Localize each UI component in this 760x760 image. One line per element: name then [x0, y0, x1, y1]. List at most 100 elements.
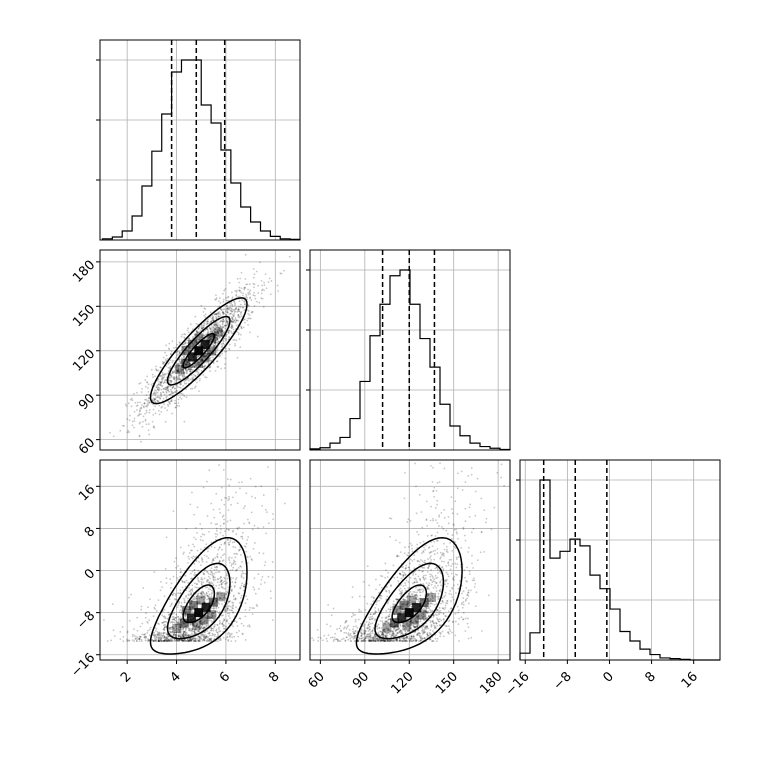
- scatter-point: [191, 368, 194, 371]
- scatter-point: [376, 637, 379, 640]
- scatter-point: [288, 255, 291, 258]
- scatter-point: [208, 366, 211, 369]
- scatter-point: [226, 618, 229, 621]
- scatter-point: [154, 398, 157, 401]
- scatter-point: [229, 600, 232, 603]
- scatter-point: [133, 426, 135, 429]
- scatter-point: [158, 640, 161, 643]
- scatter-point: [212, 344, 215, 347]
- scatter-point: [207, 590, 210, 593]
- scatter-point: [206, 586, 209, 589]
- scatter-point: [153, 392, 155, 395]
- scatter-point: [200, 564, 202, 567]
- scatter-point: [198, 627, 201, 630]
- scatter-point: [210, 595, 213, 597]
- scatter-point: [442, 552, 445, 555]
- scatter-point: [232, 320, 235, 323]
- scatter-point: [241, 632, 244, 635]
- scatter-point: [163, 639, 165, 642]
- scatter-point: [191, 587, 194, 590]
- density-cell: [194, 608, 204, 618]
- scatter-point: [177, 367, 180, 370]
- scatter-point: [378, 638, 380, 641]
- scatter-point: [216, 335, 219, 338]
- scatter-point: [191, 377, 193, 380]
- scatter-point: [372, 596, 375, 599]
- scatter-point: [237, 308, 240, 311]
- scatter-point: [227, 539, 229, 542]
- scatter-point: [242, 292, 244, 295]
- scatter-point: [202, 349, 205, 352]
- scatter-point: [385, 610, 388, 612]
- density-cell: [192, 620, 202, 630]
- scatter-point: [451, 587, 454, 590]
- scatter-point: [226, 308, 228, 311]
- scatter-point: [167, 639, 170, 642]
- scatter-point: [167, 347, 170, 350]
- scatter-point: [221, 333, 224, 336]
- scatter-point: [365, 621, 368, 623]
- scatter-point: [276, 488, 279, 491]
- scatter-point: [457, 587, 460, 590]
- scatter-point: [197, 640, 200, 642]
- scatter-point: [183, 345, 186, 348]
- scatter-point: [395, 638, 398, 641]
- scatter-point: [157, 396, 159, 399]
- scatter-point: [220, 583, 223, 586]
- scatter-point: [442, 612, 445, 615]
- scatter-point: [209, 588, 212, 591]
- scatter-point: [363, 640, 366, 643]
- scatter-point: [213, 342, 216, 345]
- scatter-point: [182, 606, 185, 608]
- scatter-point: [228, 281, 231, 284]
- scatter-point: [182, 375, 184, 377]
- scatter-point: [176, 639, 178, 642]
- scatter-point: [226, 321, 229, 324]
- scatter-point: [372, 627, 375, 630]
- scatter-point: [500, 476, 503, 479]
- scatter-point: [425, 518, 428, 521]
- scatter-point: [438, 610, 440, 613]
- scatter-point: [235, 294, 238, 297]
- scatter-point: [261, 575, 264, 578]
- scatter-point: [406, 622, 409, 625]
- scatter-point: [144, 385, 147, 388]
- scatter-point: [198, 362, 201, 365]
- scatter-point: [441, 565, 444, 568]
- scatter-point: [165, 387, 168, 389]
- scatter-point: [213, 625, 215, 628]
- scatter-point: [190, 627, 193, 630]
- scatter-point: [144, 419, 147, 422]
- scatter-point: [176, 371, 179, 374]
- scatter-point: [212, 315, 215, 318]
- scatter-point: [157, 409, 160, 412]
- scatter-point: [176, 577, 179, 579]
- scatter-point: [217, 332, 219, 334]
- scatter-point: [136, 404, 139, 407]
- scatter-point: [429, 519, 432, 522]
- scatter-point: [267, 575, 270, 578]
- scatter-point: [374, 640, 376, 642]
- scatter-point: [154, 634, 156, 636]
- scatter-point: [184, 612, 187, 615]
- scatter-point: [202, 355, 205, 358]
- scatter-point: [211, 559, 214, 562]
- scatter-point: [471, 410, 473, 412]
- scatter-point: [182, 343, 185, 346]
- scatter-point: [413, 625, 416, 628]
- scatter-point: [207, 575, 210, 578]
- scatter-point: [442, 635, 445, 638]
- scatter-point: [222, 318, 225, 321]
- scatter-point: [216, 335, 219, 337]
- scatter-point: [182, 640, 185, 643]
- scatter-point: [395, 610, 398, 613]
- scatter-point: [236, 553, 239, 555]
- scatter-point: [146, 404, 149, 407]
- scatter-point: [425, 610, 428, 613]
- scatter-point: [167, 388, 169, 391]
- scatter-point: [183, 371, 185, 374]
- scatter-point: [178, 358, 181, 361]
- scatter-point: [218, 559, 221, 562]
- scatter-point: [406, 636, 409, 639]
- scatter-point: [197, 361, 200, 363]
